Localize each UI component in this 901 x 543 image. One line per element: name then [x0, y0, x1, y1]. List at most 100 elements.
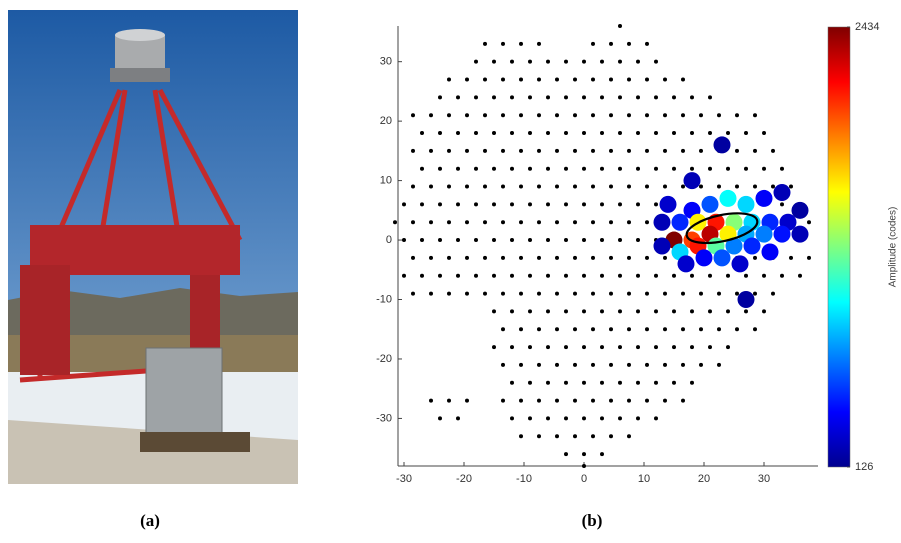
camera-pixel — [546, 273, 550, 278]
camera-pixel — [789, 184, 793, 189]
camera-pixel — [717, 113, 721, 118]
camera-pixel — [744, 131, 748, 136]
camera-pixel — [465, 291, 469, 296]
camera-pixel — [402, 273, 406, 278]
camera-pixel — [780, 202, 784, 207]
camera-pixel — [492, 238, 496, 243]
camera-pixel — [582, 416, 586, 421]
camera-pixel — [591, 41, 595, 46]
camera-pixel — [510, 59, 514, 64]
y-tick-label: 30 — [380, 56, 392, 68]
camera-pixel — [564, 95, 568, 100]
camera-pixel — [609, 255, 613, 260]
camera-pixel — [618, 273, 622, 278]
y-tick-label: 0 — [386, 234, 392, 246]
camera-pixel — [699, 113, 703, 118]
camera-pixel — [456, 166, 460, 171]
y-tick-label: -10 — [376, 293, 392, 305]
camera-pixel — [456, 131, 460, 136]
camera-pixel — [699, 327, 703, 332]
camera-pixel — [483, 184, 487, 189]
y-tick-label: -20 — [376, 353, 392, 365]
camera-pixel — [582, 95, 586, 100]
camera-pixel — [582, 131, 586, 136]
camera-pixel — [537, 398, 541, 403]
camera-pixel — [528, 309, 532, 314]
hit-pixel — [761, 243, 779, 261]
camera-pixel — [420, 131, 424, 136]
camera-pixel — [465, 184, 469, 189]
camera-pixel — [510, 416, 514, 421]
camera-pixel — [636, 345, 640, 350]
camera-pixel — [798, 273, 802, 278]
camera-pixel — [573, 77, 577, 82]
camera-pixel — [510, 309, 514, 314]
camera-pixel — [717, 327, 721, 332]
camera-pixel — [573, 434, 577, 439]
camera-pixel — [627, 184, 631, 189]
camera-pixel — [447, 291, 451, 296]
camera-pixel — [771, 148, 775, 153]
camera-pixel — [420, 238, 424, 243]
camera-pixel — [600, 131, 604, 136]
camera-pixel — [483, 291, 487, 296]
camera-pixel — [555, 255, 559, 260]
camera-pixel — [501, 41, 505, 46]
camera-pixel — [438, 166, 442, 171]
camera-pixel — [609, 327, 613, 332]
camera-pixel — [762, 166, 766, 171]
camera-pixel — [654, 202, 658, 207]
camera-pixel — [510, 202, 514, 207]
camera-pixel — [636, 166, 640, 171]
camera-pixel — [447, 77, 451, 82]
camera-pixel — [771, 291, 775, 296]
hit-pixel — [653, 213, 671, 231]
camera-pixel — [429, 220, 433, 225]
camera-pixel — [726, 131, 730, 136]
camera-pixel — [528, 273, 532, 278]
camera-pixel — [591, 255, 595, 260]
camera-pixel — [708, 131, 712, 136]
camera-pixel — [627, 398, 631, 403]
camera-pixel — [582, 309, 586, 314]
camera-pixel — [681, 77, 685, 82]
camera-pixel — [591, 398, 595, 403]
hit-pixel — [773, 183, 791, 201]
camera-pixel — [456, 238, 460, 243]
hit-pixel — [731, 255, 749, 273]
camera-pixel — [555, 113, 559, 118]
camera-pixel — [465, 255, 469, 260]
camera-pixel — [411, 148, 415, 153]
hit-pixel — [677, 255, 695, 273]
camera-pixel — [456, 416, 460, 421]
camera-pixel — [501, 255, 505, 260]
camera-pixel — [465, 148, 469, 153]
camera-pixel — [636, 202, 640, 207]
camera-pixel — [564, 345, 568, 350]
camera-pixel — [645, 255, 649, 260]
camera-pixel — [456, 202, 460, 207]
camera-pixel — [690, 380, 694, 385]
camera-pixel — [627, 291, 631, 296]
camera-pixel — [483, 77, 487, 82]
x-tick-label: 30 — [758, 473, 770, 485]
camera-pixel — [591, 327, 595, 332]
hit-pixel — [791, 201, 809, 219]
camera-pixel — [735, 148, 739, 153]
camera-pixel — [465, 220, 469, 225]
camera-pixel — [690, 273, 694, 278]
camera-pixel — [492, 202, 496, 207]
camera-pixel — [708, 345, 712, 350]
camera-pixel — [546, 95, 550, 100]
camera-pixel — [663, 398, 667, 403]
camera-pixel — [447, 255, 451, 260]
hit-pixel — [695, 249, 713, 267]
camera-pixel — [645, 41, 649, 46]
camera-pixel — [492, 309, 496, 314]
camera-pixel — [438, 416, 442, 421]
camera-pixel — [528, 166, 532, 171]
camera-pixel — [429, 398, 433, 403]
camera-pixel — [762, 309, 766, 314]
camera-pixel — [582, 380, 586, 385]
hit-pixel — [683, 172, 701, 190]
